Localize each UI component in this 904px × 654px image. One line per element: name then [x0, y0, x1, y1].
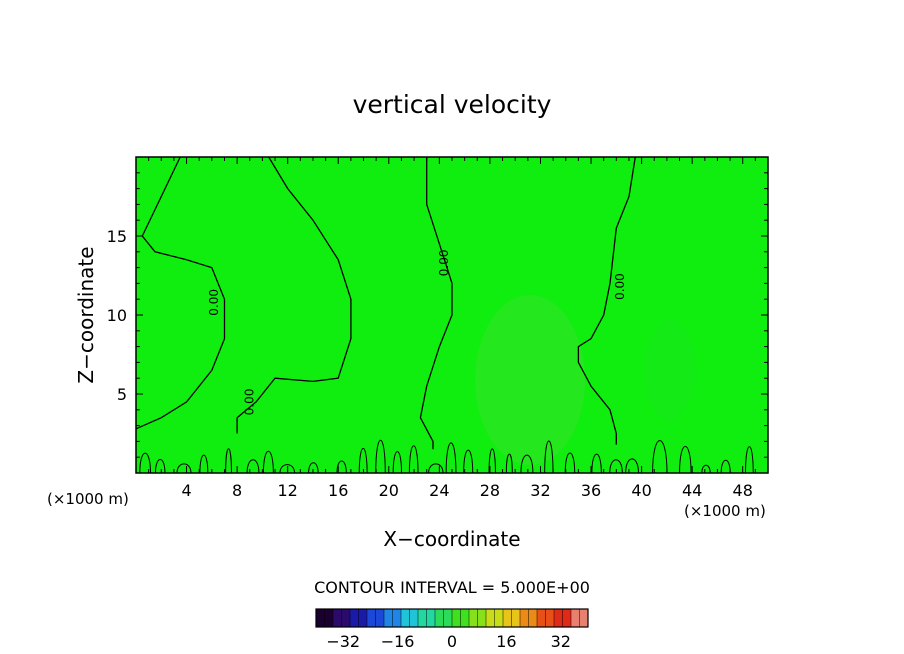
plot-area: 0.000.000.000.00 4 8 12 16 20 24 28 32 36 40 44 48 …: [107, 156, 769, 500]
x-tick-label: 24: [429, 481, 449, 500]
surface-contour-wiggle: [744, 446, 754, 474]
colorbar-tick-label: −32: [326, 632, 360, 651]
surface-contour-wiggle: [154, 459, 166, 474]
surface-contour-wiggle: [246, 459, 260, 474]
velocity-patch: [475, 295, 585, 465]
surface-contour-wiggle: [176, 463, 192, 474]
surface-contour-wiggle: [488, 448, 496, 474]
y-axis-label: Z−coordinate: [74, 246, 98, 383]
y-tick-label: 5: [117, 385, 127, 404]
x-tick-label: 12: [278, 481, 298, 500]
surface-contour-wiggle: [505, 453, 513, 474]
surface-contour-wiggle: [463, 449, 474, 474]
surface-contour-wiggle: [279, 464, 296, 474]
chart-title: vertical velocity: [353, 90, 552, 119]
colorbar-tick-labels: −32 −16 0 16 32: [326, 632, 571, 651]
surface-contour-wiggle: [392, 451, 403, 474]
contour-lines: [135, 156, 636, 450]
x-tick-label: 28: [480, 481, 500, 500]
surface-contour-wiggle: [625, 458, 639, 474]
zero-contour-line: [577, 156, 636, 445]
x-tick-label: 36: [581, 481, 601, 500]
x-unit-left: (×1000 m): [47, 490, 129, 508]
surface-contour-wiggle: [428, 463, 444, 474]
contour-value-label: 0.00: [243, 389, 257, 416]
colorbar-frame: [315, 608, 589, 628]
colorbar-tick-label: 16: [496, 632, 516, 651]
surface-contour-wiggle: [358, 448, 368, 474]
surface-contour-wiggle: [308, 462, 319, 474]
surface-contour-wiggle: [564, 452, 576, 474]
surface-contour-wiggle: [679, 445, 692, 474]
x-axis-label: X−coordinate: [383, 527, 520, 551]
zero-contour-line: [236, 156, 352, 434]
contour-interval-note: CONTOUR INTERVAL = 5.000E+00: [314, 578, 590, 597]
surface-contour-wiggle: [262, 451, 274, 474]
x-tick-label: 40: [631, 481, 651, 500]
surface-contour-wiggle: [225, 448, 232, 474]
y-axis-ticks: 5 10 15: [107, 172, 768, 458]
y-tick-label: 10: [107, 306, 127, 325]
x-tick-label: 32: [530, 481, 550, 500]
x-tick-label: 48: [733, 481, 753, 500]
surface-contour-wiggle: [139, 452, 152, 474]
velocity-patch: [645, 320, 695, 420]
colorbar-tick-label: 32: [551, 632, 571, 651]
surface-contour-wiggle: [520, 454, 534, 474]
x-axis-ticks: 4 8 12 16 20 24 28 32 36 40 44 48: [148, 157, 756, 500]
surface-contour-wiggle: [445, 442, 457, 474]
surface-contour-wiggle: [199, 454, 209, 474]
x-tick-label: 4: [181, 481, 191, 500]
zero-contour-line: [419, 157, 453, 450]
contour-value-label: 0.00: [613, 273, 627, 300]
x-unit-right: (×1000 m): [684, 502, 766, 520]
surface-contour-wiggle: [652, 440, 668, 474]
colorbar: [315, 608, 589, 628]
colorbar-tick-label: −16: [381, 632, 415, 651]
contour-value-label: 0.00: [437, 250, 451, 277]
contour-value-label: 0.00: [207, 289, 221, 316]
colorbar-tick-label: 0: [447, 632, 457, 651]
surface-contours: [139, 439, 754, 474]
x-tick-label: 16: [328, 481, 348, 500]
surface-contour-wiggle: [336, 460, 347, 474]
x-tick-label: 44: [682, 481, 702, 500]
zero-contour-line: [135, 156, 226, 430]
x-tick-label: 20: [379, 481, 399, 500]
y-tick-label: 15: [107, 227, 127, 246]
contour-labels: 0.00 0.00 0.00 0.00: [207, 250, 627, 416]
surface-contour-wiggle: [544, 440, 554, 474]
surface-contour-wiggle: [609, 459, 623, 474]
surface-contour-wiggle: [591, 453, 602, 474]
surface-contour-wiggle: [375, 439, 386, 474]
surface-contour-wiggle: [408, 445, 419, 474]
surface-contour-wiggle: [701, 464, 711, 474]
x-tick-label: 8: [232, 481, 242, 500]
